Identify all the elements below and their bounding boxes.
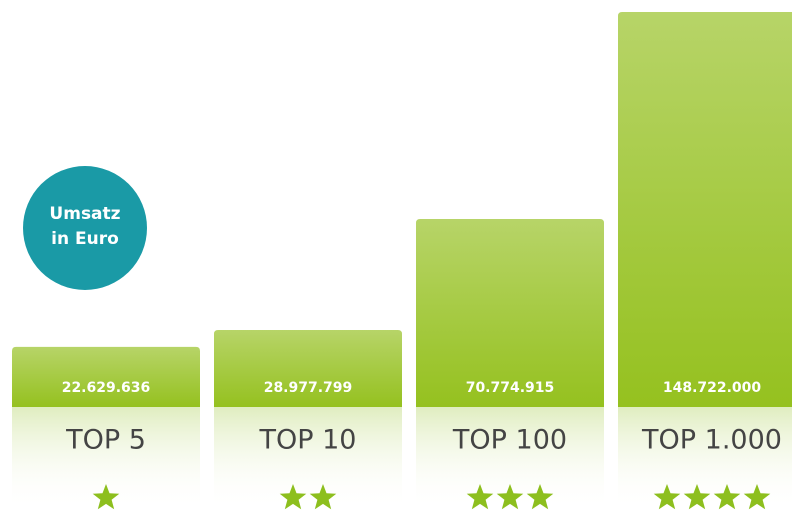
category-label: TOP 100 xyxy=(452,425,567,456)
star xyxy=(279,484,307,510)
star xyxy=(526,484,554,510)
star xyxy=(743,484,771,510)
value-label: 148.722.000 xyxy=(663,380,762,396)
bar xyxy=(416,219,604,407)
reflection xyxy=(618,407,792,510)
star xyxy=(683,484,711,510)
star xyxy=(496,484,524,510)
value-label: 22.629.636 xyxy=(62,380,151,396)
bar xyxy=(12,346,200,407)
category-label: TOP 1.000 xyxy=(641,425,782,456)
category-label: TOP 5 xyxy=(65,425,146,456)
star xyxy=(92,484,120,510)
annotation: Umsatz xyxy=(49,204,120,224)
star xyxy=(466,484,494,510)
annotation: in Euro xyxy=(51,229,119,249)
star xyxy=(713,484,741,510)
value-label: 28.977.799 xyxy=(264,380,353,396)
star xyxy=(653,484,681,510)
star xyxy=(309,484,337,510)
annotation-circle xyxy=(23,166,147,290)
category-label: TOP 10 xyxy=(259,425,357,456)
bar xyxy=(214,330,402,407)
bar xyxy=(618,12,792,407)
value-label: 70.774.915 xyxy=(466,380,555,396)
reflection xyxy=(214,407,402,510)
